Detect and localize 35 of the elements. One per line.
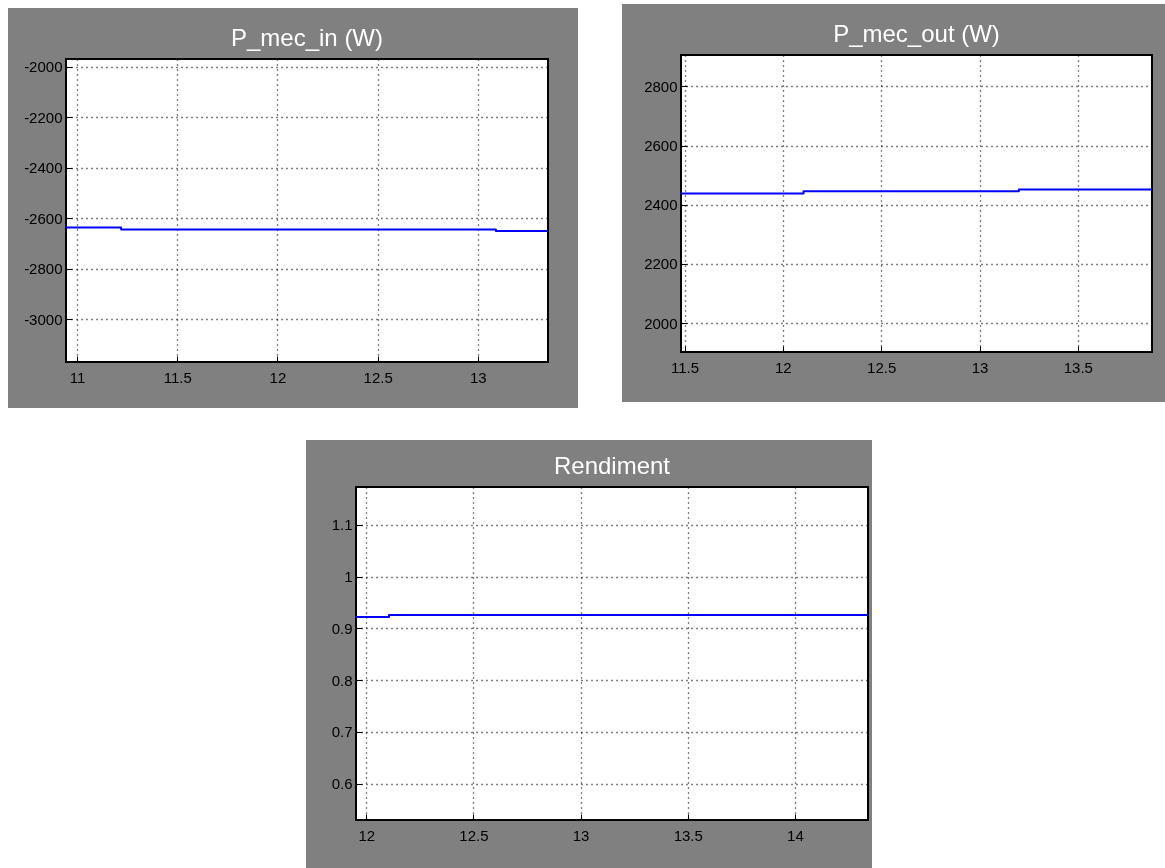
y-tick-label: 1.1 [331, 516, 353, 534]
x-tick-label: 12.5 [867, 358, 897, 376]
x-tick-label: 11 [69, 368, 86, 386]
y-tick-label: 1 [344, 568, 353, 586]
x-tick-label: 12 [358, 826, 376, 844]
x-tick-label: 12 [775, 358, 792, 376]
x-tick-label: 13 [572, 826, 590, 844]
y-tick-label: -3000 [24, 310, 63, 328]
x-tick-label: 13 [971, 358, 989, 376]
y-tick-label: 2200 [644, 255, 678, 273]
x-tick-label: 12.5 [363, 368, 393, 386]
x-tick-label: 12 [269, 368, 287, 386]
y-tick-label: 0.9 [331, 619, 353, 637]
chart-title: Rendiment [553, 452, 671, 479]
x-tick-label: 11.5 [163, 368, 192, 386]
y-tick-label: -2800 [24, 260, 63, 278]
x-tick-label: 13.5 [673, 826, 703, 844]
chart-title: P_mec_in (W) [230, 24, 384, 51]
x-tick-label: 12.5 [459, 826, 489, 844]
y-tick-label: 2600 [644, 137, 678, 155]
x-tick-label: 14 [787, 826, 804, 844]
y-tick-label: 0.8 [331, 671, 353, 689]
x-tick-label: 13 [470, 368, 487, 386]
y-tick-label: -2400 [24, 159, 63, 177]
y-tick-label: 2000 [644, 314, 678, 332]
y-tick-label: 0.6 [331, 775, 353, 793]
y-tick-label: 0.7 [331, 723, 353, 741]
y-tick-label: -2600 [24, 209, 63, 227]
x-tick-label: 13.5 [1063, 358, 1093, 376]
y-tick-label: 2400 [644, 196, 678, 214]
y-tick-label: 2800 [644, 77, 678, 95]
y-tick-label: -2200 [24, 108, 63, 126]
y-tick-label: -2000 [24, 58, 63, 76]
chart-title: P_mec_out (W) [833, 20, 1000, 47]
x-tick-label: 11.5 [670, 358, 700, 376]
